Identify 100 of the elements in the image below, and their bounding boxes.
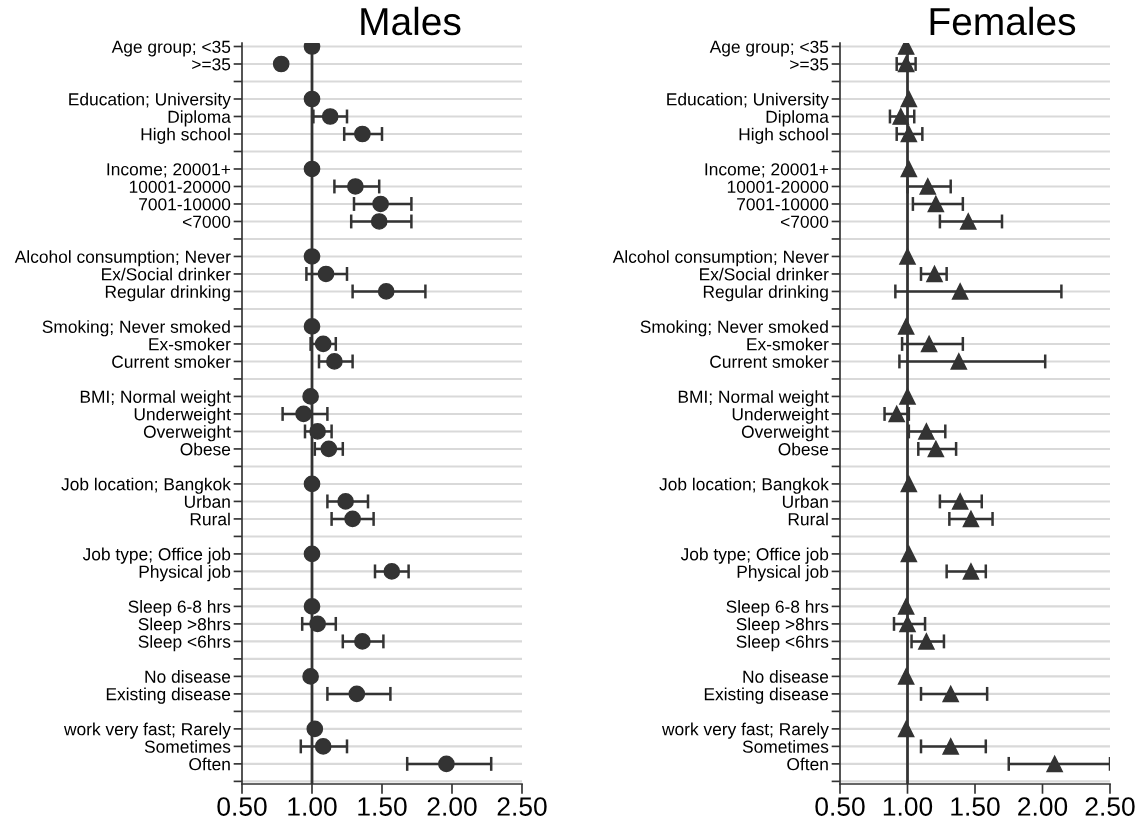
- y-tick-label: 7001-10000: [139, 198, 231, 211]
- point: [900, 160, 918, 178]
- y-tick-label: Obese: [778, 442, 829, 456]
- y-tick-label: Physical job: [139, 565, 231, 582]
- y-tick-label: Often: [189, 757, 230, 771]
- x-tick-label: 1.50: [951, 797, 1000, 816]
- point: [897, 318, 915, 335]
- y-tick-label: High school: [141, 127, 230, 144]
- y-tick-label: Ex/Social drinker: [102, 267, 231, 281]
- y-tick-label: Ex-smoker: [149, 337, 231, 351]
- x-tick-label: 2.00: [427, 797, 477, 816]
- point: [303, 248, 321, 265]
- y-tick-label: Sleep <6hrs: [736, 635, 829, 652]
- y-tick-label: Alcohol consumption; Never: [612, 250, 829, 267]
- y-tick-label: Sleep 6-8 hrs: [726, 600, 829, 617]
- y-tick-label: Job location; Bangkok: [61, 477, 231, 494]
- point: [962, 510, 980, 528]
- y-tick-label: Sleep >8hrs: [138, 617, 231, 634]
- y-tick-label: Regular drinking: [105, 285, 230, 302]
- point: [927, 195, 945, 213]
- point: [314, 738, 332, 755]
- x-tick-label: 2.50: [1085, 797, 1135, 816]
- y-tick-label: BMI; Normal weight: [678, 390, 829, 407]
- y-tick-label: Current smoker: [710, 355, 829, 368]
- y-tick-label: Regular drinking: [703, 285, 828, 302]
- y-tick-label: BMI; Normal weight: [80, 390, 231, 407]
- y-tick-label: Age group; <35: [111, 40, 231, 57]
- point: [344, 510, 361, 528]
- point: [899, 248, 916, 265]
- point: [309, 615, 326, 633]
- point: [918, 423, 935, 440]
- y-tick-label: No disease: [145, 670, 231, 683]
- point: [370, 213, 388, 230]
- x-tick-label: 1.00: [883, 797, 933, 816]
- point: [920, 335, 938, 353]
- point: [927, 440, 945, 458]
- y-tick-label: Diploma: [766, 110, 829, 127]
- y-tick-label: <7000: [182, 215, 231, 228]
- point: [951, 283, 969, 300]
- point: [347, 178, 364, 195]
- y-tick-label: Often: [787, 757, 828, 771]
- point: [900, 475, 918, 493]
- point: [272, 55, 290, 73]
- point: [326, 353, 343, 370]
- y-tick-label: Income; 20001+: [705, 163, 829, 178]
- y-tick-label: Underweight: [732, 407, 829, 424]
- y-tick-label: Ex/Social drinker: [700, 267, 829, 281]
- chart-title: Females: [930, 6, 1076, 36]
- point: [899, 615, 916, 633]
- point: [897, 598, 915, 615]
- y-tick-label: Urban: [782, 495, 828, 508]
- y-tick-label: No disease: [743, 670, 829, 683]
- y-tick-label: Sleep >8hrs: [736, 617, 829, 634]
- y-tick-label: Job location; Bangkok: [659, 477, 829, 494]
- point: [303, 598, 321, 615]
- point: [303, 160, 321, 178]
- y-tick-label: Current smoker: [112, 355, 231, 368]
- y-tick-label: Education; University: [667, 92, 829, 109]
- point: [959, 213, 977, 230]
- point: [951, 493, 969, 510]
- y-tick-label: >=35: [192, 58, 231, 71]
- point: [306, 720, 324, 738]
- point: [317, 265, 335, 283]
- y-tick-label: Existing disease: [106, 687, 231, 704]
- point: [900, 545, 918, 563]
- y-tick-label: 7001-10000: [737, 198, 829, 211]
- y-tick-label: Alcohol consumption; Never: [14, 250, 231, 267]
- point: [309, 423, 326, 440]
- y-tick-label: work very fast; Rarely: [63, 722, 231, 739]
- y-tick-label: Sometimes: [144, 740, 231, 753]
- y-tick-label: Obese: [180, 442, 231, 456]
- y-tick-label: Sleep <6hrs: [138, 635, 231, 652]
- point: [892, 108, 910, 125]
- y-tick-label: Existing disease: [704, 687, 829, 704]
- x-tick-label: 0.50: [815, 797, 865, 816]
- point: [303, 475, 321, 493]
- point: [303, 318, 321, 335]
- y-tick-label: Age group; <35: [709, 40, 829, 57]
- point: [354, 633, 371, 650]
- point: [303, 545, 321, 563]
- y-tick-label: Sometimes: [742, 740, 829, 753]
- point: [962, 563, 980, 580]
- point: [950, 353, 968, 370]
- y-tick-label: Urban: [184, 495, 230, 508]
- y-tick-label: 10001-20000: [129, 180, 231, 193]
- point: [942, 685, 960, 703]
- point: [1046, 755, 1063, 773]
- y-tick-label: Diploma: [168, 110, 231, 127]
- point: [314, 335, 332, 353]
- x-tick-label: 0.50: [217, 797, 267, 816]
- y-tick-label: Income; 20001+: [107, 163, 231, 178]
- y-tick-label: work very fast; Rarely: [661, 722, 829, 739]
- y-tick-label: Physical job: [737, 565, 829, 582]
- point: [303, 90, 321, 108]
- y-tick-label: Job type; Office job: [680, 547, 829, 564]
- point: [320, 440, 338, 458]
- point: [888, 405, 906, 423]
- point: [348, 685, 366, 703]
- point: [942, 738, 960, 755]
- y-tick-label: Job type; Office job: [82, 547, 231, 564]
